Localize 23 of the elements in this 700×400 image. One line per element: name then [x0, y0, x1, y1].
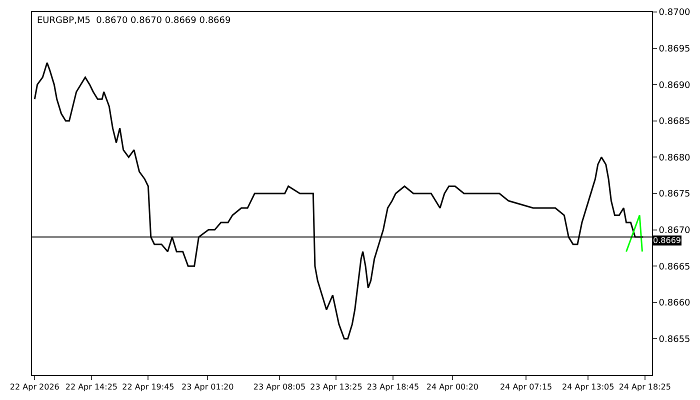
x-tick-label: 24 Apr 18:25: [618, 382, 671, 392]
y-tick-label: 0.8675: [658, 190, 690, 200]
y-tick-label: 0.8700: [658, 8, 691, 18]
x-tick-label: 23 Apr 08:05: [253, 382, 306, 392]
y-tick-label: 0.8690: [658, 80, 691, 91]
x-tick-label: 24 Apr 07:15: [500, 382, 552, 392]
y-tick-label: 0.8660: [658, 298, 691, 309]
x-tick-label: 22 Apr 19:45: [122, 382, 174, 392]
x-tick-label: 24 Apr 13:05: [562, 382, 614, 392]
x-tick-label: 22 Apr 2026: [10, 382, 60, 392]
chart-title: EURGBP,M5 0.8670 0.8670 0.8669 0.8669: [37, 16, 231, 26]
y-tick-label: 0.8695: [658, 44, 690, 54]
y-tick-label: 0.8685: [658, 117, 690, 128]
ref-line-label: 0.8669: [653, 236, 681, 245]
x-tick-label: 22 Apr 14:25: [65, 382, 118, 392]
x-tick-label: 23 Apr 01:20: [182, 382, 234, 392]
x-tick-label: 24 Apr 00:20: [426, 382, 479, 392]
y-tick-label: 0.8655: [658, 334, 690, 345]
y-tick-label: 0.8670: [658, 226, 691, 236]
x-tick-label: 23 Apr 18:45: [366, 382, 420, 392]
x-tick-label: 23 Apr 13:25: [310, 382, 362, 392]
y-tick-label: 0.8665: [658, 262, 690, 272]
y-tick-label: 0.8680: [658, 153, 691, 164]
